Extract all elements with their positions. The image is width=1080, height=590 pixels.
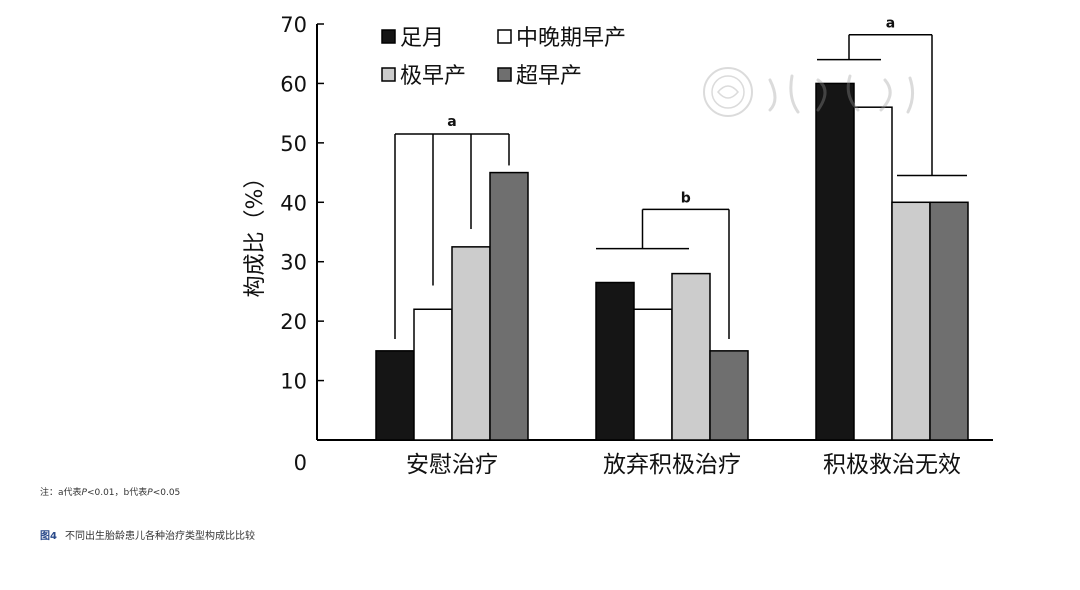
y-axis-label: 构成比（%） (243, 167, 268, 298)
legend-label: 足月 (400, 26, 444, 51)
bar (853, 106, 893, 441)
legend-swatch (497, 29, 512, 44)
legend-label: 极早产 (400, 64, 466, 89)
y-tick-label: 60 (280, 72, 307, 96)
bar (815, 82, 855, 441)
y-tick-label: 20 (280, 310, 307, 334)
figure-caption: 图4 不同出生胎龄患儿各种治疗类型构成比比较 (40, 527, 255, 542)
x-tick-label: 放弃积极治疗 (603, 452, 741, 478)
bar (709, 350, 749, 441)
y-tick-label: 30 (280, 251, 307, 275)
y-tick-label: 70 (280, 13, 307, 37)
watermark-seal-icon (703, 67, 915, 117)
significance-label: a (886, 16, 895, 32)
figure-title: 不同出生胎龄患儿各种治疗类型构成比比较 (64, 531, 255, 542)
x-tick-label: 积极救治无效 (823, 452, 961, 478)
bar (451, 246, 491, 441)
p-symbol: P (147, 488, 153, 498)
bar (413, 308, 453, 441)
bar (375, 350, 415, 441)
bar (891, 201, 931, 441)
y-tick-label: 10 (280, 370, 307, 394)
significance-label: b (681, 190, 691, 206)
figure-label: 图4 (40, 531, 57, 542)
significance-label: a (447, 114, 456, 130)
p-symbol: P (81, 488, 87, 498)
bar (489, 171, 529, 441)
legend-swatch (381, 67, 396, 82)
legend-swatch (381, 29, 396, 44)
footnote: 注：a代表P<0.01，b代表P<0.05 (40, 488, 181, 498)
bar (671, 272, 711, 441)
watermark (700, 62, 950, 122)
bar (595, 281, 635, 441)
x-tick-label: 安慰治疗 (406, 452, 498, 478)
y-tick-label: 40 (280, 191, 307, 215)
y-tick-label: 0 (294, 451, 307, 475)
legend-label: 中晚期早产 (516, 26, 626, 51)
bar (633, 308, 673, 441)
legend-swatch (497, 67, 512, 82)
bar (929, 201, 969, 441)
legend-label: 超早产 (516, 64, 582, 89)
y-tick-label: 50 (280, 132, 307, 156)
